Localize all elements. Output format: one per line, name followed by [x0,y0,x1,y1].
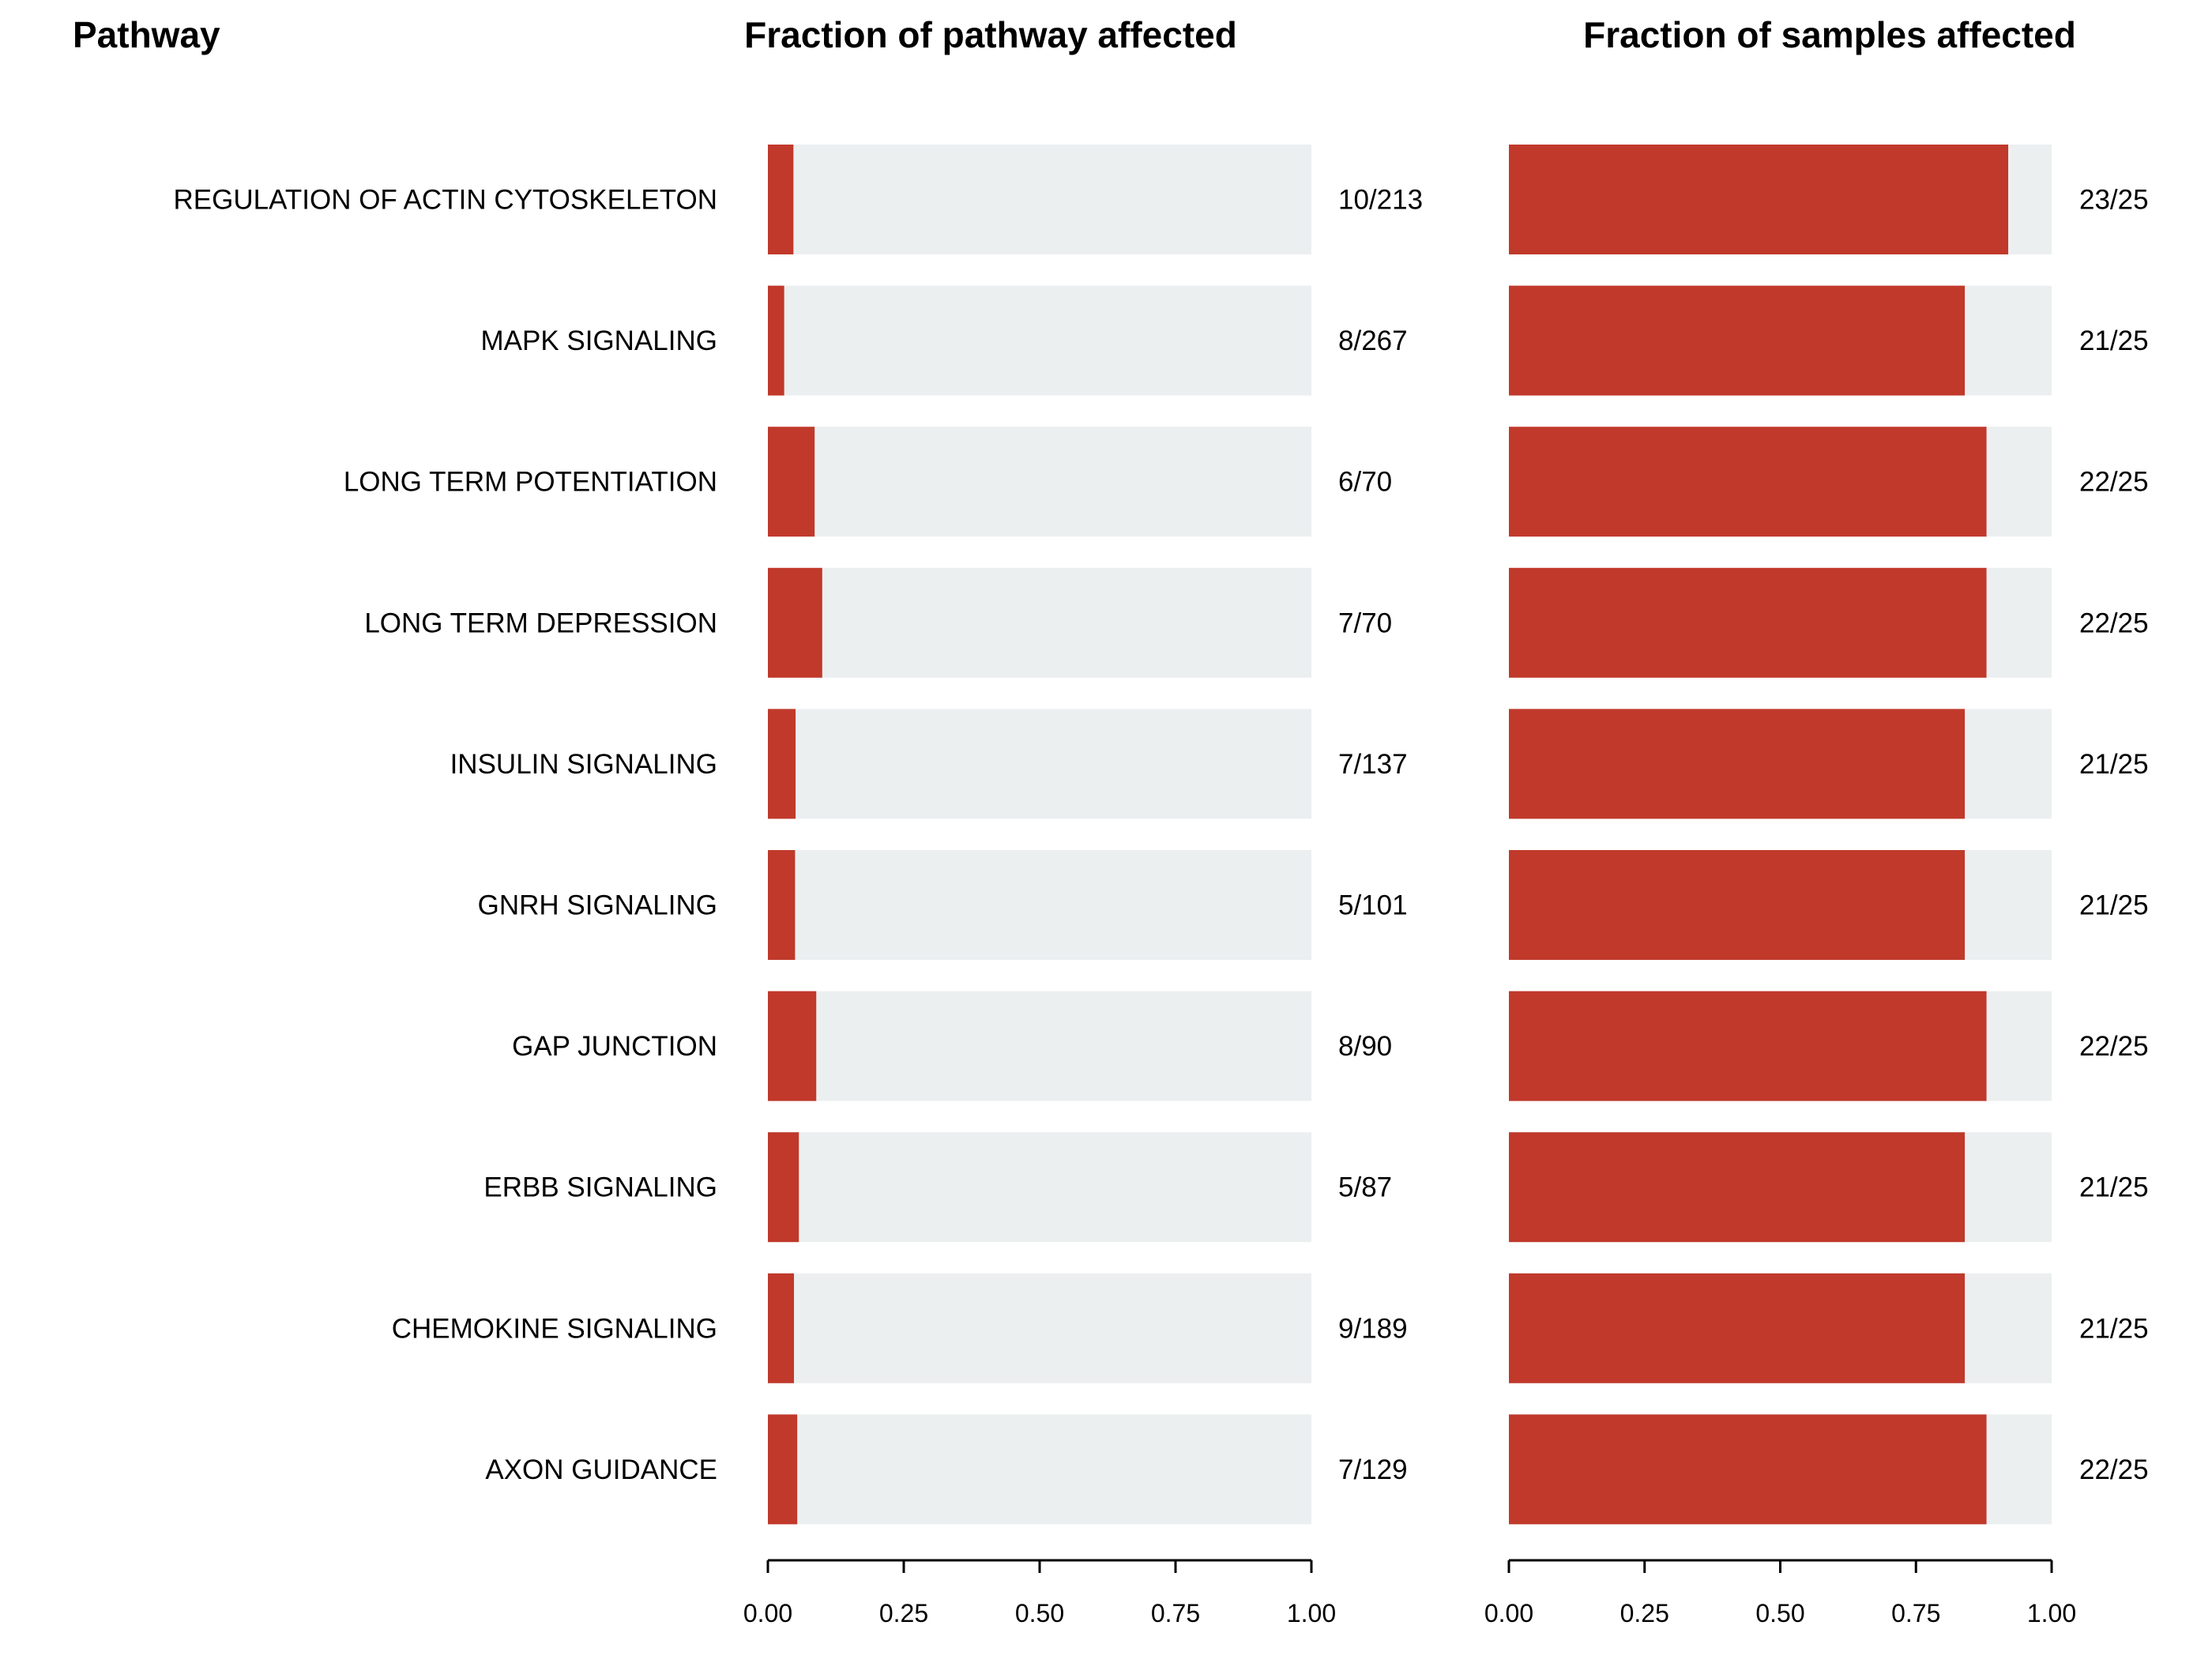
x-tick-label: 0.25 [1620,1599,1669,1627]
value-bar [1509,709,1966,819]
ratio-label: 22/25 [2079,1031,2149,1062]
ratio-label: 8/267 [1338,325,1408,356]
panel-title: Fraction of samples affected [1583,14,2076,55]
panel-title: Fraction of pathway affected [744,14,1237,55]
pathway-label: REGULATION OF ACTIN CYTOSKELETON [174,185,717,216]
ratio-label: 7/70 [1338,608,1392,638]
ratio-label: 9/189 [1338,1313,1408,1344]
ratio-label: 22/25 [2079,467,2149,498]
value-bar [768,1132,799,1243]
x-tick-label: 0.00 [1484,1599,1533,1627]
ratio-label: 7/129 [1338,1454,1408,1485]
value-bar [1509,567,1987,678]
pathway-label: LONG TERM POTENTIATION [344,467,717,498]
x-tick-label: 0.50 [1015,1599,1064,1627]
value-bar [1509,1132,1966,1243]
pathway-column-header: Pathway [73,14,220,55]
background-bar [768,991,1311,1101]
value-bar [768,285,784,396]
value-bar [768,709,796,819]
ratio-label: 23/25 [2079,185,2149,216]
ratio-label: 21/25 [2079,890,2149,921]
ratio-label: 21/25 [2079,749,2149,780]
background-bar [768,709,1311,819]
pathway-label: AXON GUIDANCE [485,1454,717,1485]
x-tick-label: 1.00 [2027,1599,2076,1627]
x-tick-label: 0.50 [1755,1599,1804,1627]
ratio-label: 6/70 [1338,467,1392,498]
ratio-label: 21/25 [2079,1313,2149,1344]
value-bar [1509,1414,1987,1525]
value-bar [768,1414,798,1525]
ratio-label: 5/101 [1338,890,1408,921]
background-bar [768,1273,1311,1383]
value-bar [768,427,815,537]
ratio-label: 10/213 [1338,185,1423,216]
ratio-label: 22/25 [2079,1454,2149,1485]
value-bar [768,567,822,678]
background-bar [768,285,1311,396]
x-tick-label: 0.75 [1891,1599,1940,1627]
value-bar [768,850,796,960]
value-bar [768,991,817,1101]
pathway-label: GNRH SIGNALING [478,890,717,921]
pathway-label: MAPK SIGNALING [480,325,717,356]
background-bar [768,145,1311,254]
background-bar [768,1414,1311,1525]
pathway-label: INSULIN SIGNALING [450,749,717,780]
ratio-label: 21/25 [2079,1172,2149,1203]
background-bar [768,567,1311,678]
x-tick-label: 1.00 [1287,1599,1336,1627]
value-bar [1509,145,2009,254]
value-bar [768,145,794,254]
background-bar [768,850,1311,960]
x-tick-label: 0.25 [879,1599,928,1627]
pathway-label: LONG TERM DEPRESSION [364,608,717,638]
value-bar [1509,991,1987,1101]
ratio-label: 7/137 [1338,749,1408,780]
value-bar [1509,1273,1966,1383]
ratio-label: 21/25 [2079,325,2149,356]
background-bar [768,1132,1311,1243]
value-bar [1509,285,1966,396]
ratio-label: 5/87 [1338,1172,1392,1203]
ratio-label: 22/25 [2079,608,2149,638]
ratio-label: 8/90 [1338,1031,1392,1062]
x-tick-label: 0.75 [1151,1599,1200,1627]
background-bar [768,427,1311,537]
x-tick-label: 0.00 [743,1599,792,1627]
value-bar [768,1273,795,1383]
value-bar [1509,850,1966,960]
pathway-label: GAP JUNCTION [512,1031,717,1062]
pathway-label: ERBB SIGNALING [483,1172,717,1203]
value-bar [1509,427,1987,537]
pathway-label: CHEMOKINE SIGNALING [392,1313,717,1344]
